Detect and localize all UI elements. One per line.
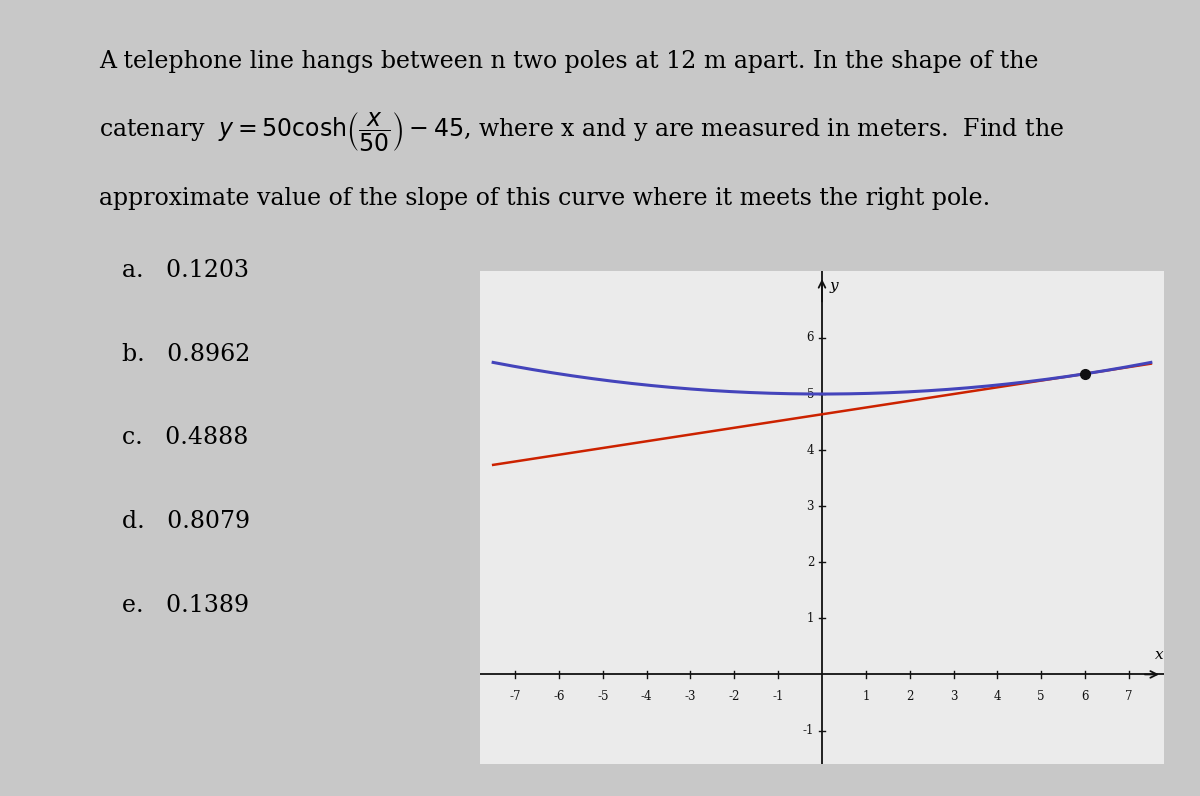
Text: e.   0.1389: e. 0.1389: [121, 594, 248, 617]
Text: -1: -1: [773, 690, 784, 703]
Text: 4: 4: [994, 690, 1001, 703]
Text: 1: 1: [862, 690, 870, 703]
Text: 5: 5: [1038, 690, 1045, 703]
Text: -1: -1: [803, 724, 814, 737]
Text: -4: -4: [641, 690, 653, 703]
Text: x: x: [1156, 648, 1164, 662]
Text: b.   0.8962: b. 0.8962: [121, 343, 250, 366]
Text: -2: -2: [728, 690, 740, 703]
Text: A telephone line hangs between n two poles at 12 m apart. In the shape of the: A telephone line hangs between n two pol…: [98, 50, 1038, 73]
Text: 1: 1: [806, 612, 814, 625]
Text: a.   0.1203: a. 0.1203: [121, 259, 248, 282]
Text: -7: -7: [509, 690, 521, 703]
Text: approximate value of the slope of this curve where it meets the right pole.: approximate value of the slope of this c…: [98, 187, 990, 210]
Text: 3: 3: [949, 690, 958, 703]
Text: 5: 5: [806, 388, 814, 400]
Text: 7: 7: [1126, 690, 1133, 703]
Text: c.   0.4888: c. 0.4888: [121, 427, 248, 450]
Text: 3: 3: [806, 500, 814, 513]
Text: -3: -3: [685, 690, 696, 703]
Text: 6: 6: [806, 331, 814, 345]
Text: 4: 4: [806, 443, 814, 457]
Text: catenary  $y = 50\cosh\!\left(\dfrac{x}{50}\right) - 45$, where x and y are meas: catenary $y = 50\cosh\!\left(\dfrac{x}{5…: [98, 111, 1064, 154]
Text: -5: -5: [598, 690, 608, 703]
Text: 6: 6: [1081, 690, 1088, 703]
Text: -6: -6: [553, 690, 565, 703]
Text: 2: 2: [806, 556, 814, 569]
Text: 2: 2: [906, 690, 913, 703]
Text: y: y: [830, 279, 839, 293]
Text: d.   0.8079: d. 0.8079: [121, 510, 250, 533]
